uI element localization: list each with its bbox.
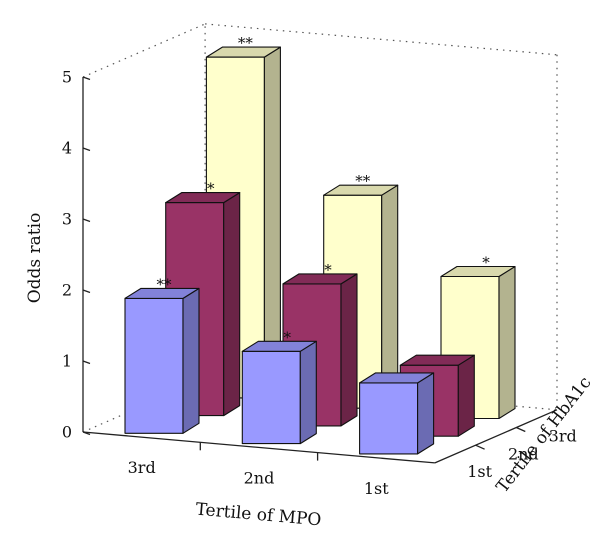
- bar-top-face: [165, 192, 241, 204]
- z-category-label: 3rd: [549, 427, 577, 446]
- bars: **********: [124, 34, 516, 455]
- y-tick: [82, 147, 91, 152]
- bar-top-face: [282, 273, 358, 285]
- y-axis: 0 1 2 3 4 5: [62, 68, 91, 442]
- y-tick: [82, 218, 91, 223]
- y-tick: [82, 76, 91, 81]
- bar-top-face: [205, 46, 281, 58]
- y-tick-label: 1: [62, 352, 72, 371]
- x-axis-title: Tertile of MPO: [195, 500, 322, 531]
- bar-front-face: [124, 297, 184, 434]
- y-tick-label: 2: [62, 281, 72, 300]
- bar-top-face: [241, 340, 317, 352]
- bar-top-face: [359, 372, 435, 384]
- bar-side-face: [223, 192, 241, 417]
- y-axis-title: Odds ratio: [25, 213, 45, 304]
- z-axis-line: [434, 409, 558, 464]
- significance-marker: *: [324, 261, 332, 279]
- significance-marker: *: [207, 180, 215, 198]
- bar-front-face: [359, 382, 419, 455]
- significance-marker: *: [482, 254, 490, 272]
- back-frame-line: [82, 23, 206, 78]
- significance-marker: **: [355, 172, 371, 190]
- y-tick-label: 5: [62, 68, 72, 87]
- bar-top-face: [124, 287, 200, 299]
- category-labels: 3rd 2nd 1st 1st 2nd 3rd: [128, 427, 577, 498]
- bar: *: [241, 328, 317, 445]
- x-category-label: 1st: [364, 479, 389, 498]
- bar: **: [124, 275, 200, 434]
- back-frame-line: [205, 23, 558, 56]
- bar-top-face: [323, 184, 399, 196]
- z-tick: [516, 426, 526, 433]
- bar-top-face: [399, 354, 475, 366]
- bar-front-face: [241, 350, 301, 445]
- z-tick: [475, 444, 485, 450]
- bar-side-face: [340, 273, 358, 427]
- bar: [359, 372, 435, 455]
- significance-marker: *: [284, 328, 292, 346]
- significance-marker: **: [157, 275, 173, 293]
- bar-top-face: [440, 265, 516, 278]
- z-category-label: 1st: [467, 462, 492, 481]
- bar-side-face: [417, 372, 435, 455]
- bar-side-face: [299, 340, 317, 445]
- y-tick: [82, 431, 91, 436]
- z-category-label: 2nd: [508, 444, 539, 463]
- x-category-label: 2nd: [244, 468, 275, 487]
- y-tick-label: 0: [62, 423, 72, 442]
- x-axis-line: [82, 431, 435, 464]
- x-category-label: 3rd: [128, 458, 156, 477]
- y-tick: [82, 360, 91, 365]
- y-tick: [82, 289, 91, 294]
- bar-side-face: [498, 265, 516, 420]
- y-tick-label: 4: [62, 139, 72, 158]
- significance-marker: **: [238, 34, 254, 52]
- bar-side-face: [457, 354, 475, 437]
- y-tick-label: 3: [62, 210, 72, 229]
- bar-side-face: [182, 287, 200, 434]
